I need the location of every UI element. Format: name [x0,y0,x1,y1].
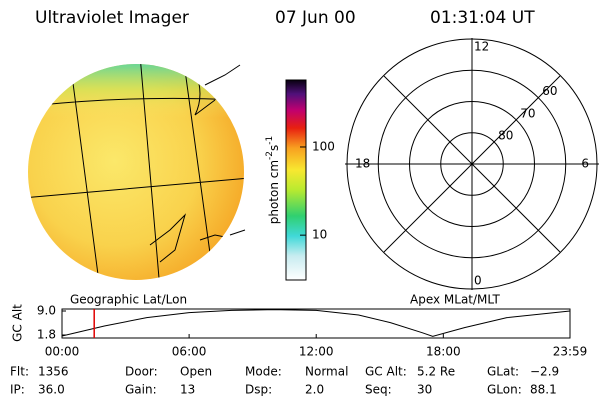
field-value: −2.9 [530,365,559,379]
field-value: Normal [305,365,348,379]
colorbar-tick-label: 100 [312,139,335,153]
field-value: 88.1 [530,383,557,397]
field-label: Mode: [245,365,282,379]
time: 01:31:04 UT [430,8,535,28]
field-value: 36.0 [38,383,65,397]
alt-line [61,309,571,337]
x-tick-label: 18:00 [426,345,461,359]
date: 07 Jun 00 [275,8,356,28]
x-tick-label: 00:00 [45,345,80,359]
colorbar [285,79,307,281]
mlat-ring [409,101,535,227]
mlt-label: 18 [355,157,370,171]
mlt-label: 12 [474,40,489,54]
colorbar-tick-label: 10 [312,228,327,242]
mlt-label: 6 [581,157,589,171]
y-tick-label: 9.0 [37,304,56,318]
field-label: Flt: [10,365,29,379]
y-tick-label: 1.8 [37,328,56,342]
field-value: 1356 [38,365,69,379]
alt-ylabel: GC Alt [11,304,25,342]
field-value: 13 [180,383,195,397]
field-label: IP: [10,383,25,397]
mlat-label: 70 [520,106,535,120]
mlat-label: 60 [542,84,557,98]
colorbar-label: photon cm-2s-1 [265,136,281,225]
field-label: GLat: [487,365,519,379]
title: Ultraviolet Imager [35,8,189,28]
field-label: Door: [125,365,158,379]
field-value: Open [180,365,212,379]
mlat-ring [377,69,567,259]
alt-plot-frame [61,308,571,339]
field-label: GLon: [487,383,522,397]
mlat-label: 80 [498,128,513,142]
x-tick-label: 06:00 [172,345,207,359]
field-label: Gain: [125,383,157,397]
mlt-label: 0 [474,274,482,288]
globe-caption: Geographic Lat/Lon [70,293,187,307]
globe-image [28,64,246,280]
field-value: 30 [417,383,432,397]
field-value: 5.2 Re [417,365,455,379]
field-label: Dsp: [245,383,272,397]
field-value: 2.0 [305,383,324,397]
polar-grid [345,38,599,290]
field-label: GC Alt: [365,365,407,379]
field-label: Seq: [365,383,392,397]
mlat-ring [440,132,504,196]
polar-caption: Apex MLat/MLT [410,293,500,307]
x-tick-label: 12:00 [299,345,334,359]
x-tick-label: 23:59 [553,345,588,359]
